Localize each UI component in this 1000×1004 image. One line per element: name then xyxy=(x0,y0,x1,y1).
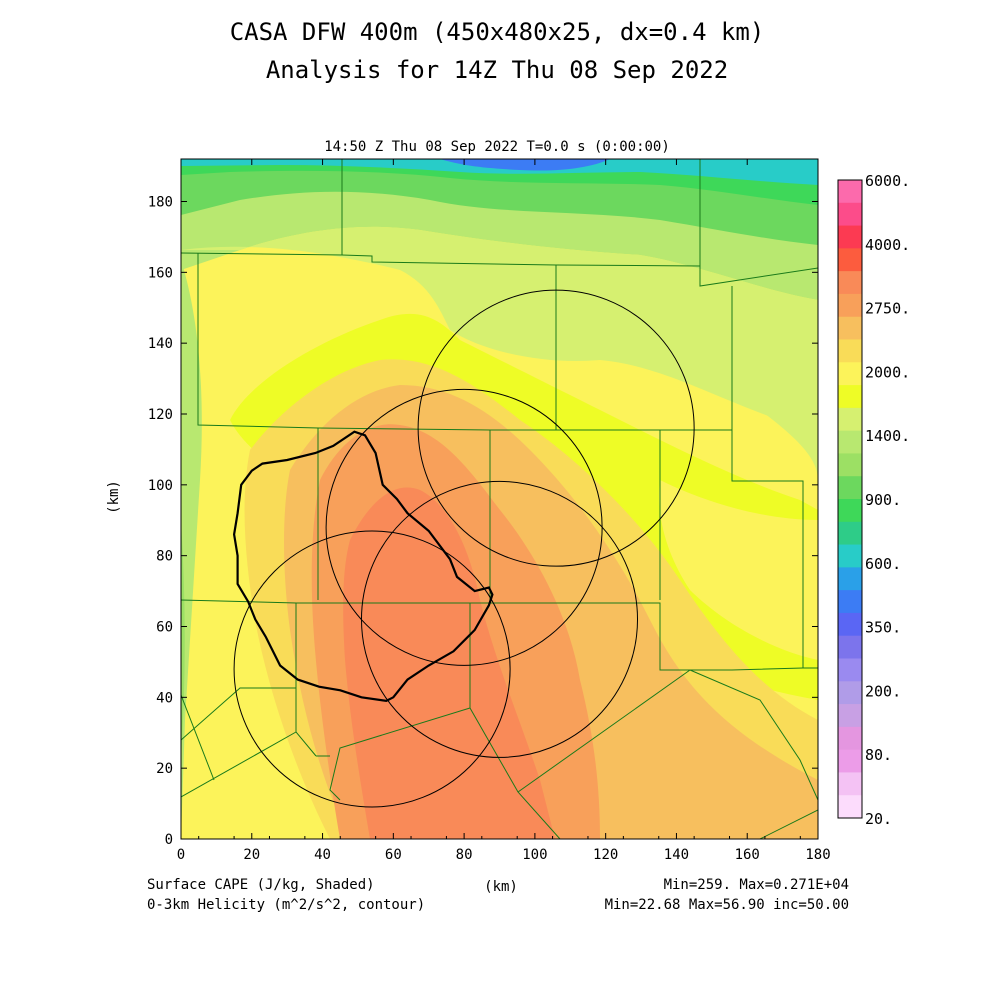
colorbar-label: 1400. xyxy=(865,427,910,445)
x-tick-label: 140 xyxy=(664,847,689,863)
radar-ring xyxy=(360,480,639,758)
y-tick-label: 100 xyxy=(148,478,173,494)
colorbar-swatch xyxy=(838,430,862,454)
colorbar-swatch xyxy=(838,476,862,500)
figure-title: CASA DFW 400m (450x480x25, dx=0.4 km) xyxy=(230,18,765,46)
colorbar-swatch xyxy=(838,180,862,204)
contour-field-label: 0-3km Helicity (m^2/s^2, contour) xyxy=(147,897,425,913)
x-tick-label: 120 xyxy=(593,847,618,863)
contour-min-max: Min=22.68 Max=56.90 inc=50.00 xyxy=(605,897,849,913)
colorbar-label: 20. xyxy=(865,810,892,828)
x-axis: 0 20 40 60 80 100 120 140 160 180 xyxy=(177,159,831,863)
figure-subtitle: Analysis for 14Z Thu 08 Sep 2022 xyxy=(266,56,728,84)
colorbar-swatch xyxy=(838,202,862,226)
colorbar-label: 80. xyxy=(865,746,892,764)
y-tick-label: 120 xyxy=(148,407,173,423)
valid-time-label: 14:50 Z Thu 08 Sep 2022 T=0.0 s (0:00:00… xyxy=(324,139,670,155)
y-axis-label: (km) xyxy=(106,480,122,514)
y-tick-label: 140 xyxy=(148,336,173,352)
colorbar-swatch xyxy=(838,704,862,728)
y-tick-label: 0 xyxy=(165,832,173,848)
colorbar-swatch xyxy=(838,749,862,773)
colorbar-swatch xyxy=(838,499,862,523)
colorbar-label: 600. xyxy=(865,555,901,573)
x-tick-label: 20 xyxy=(243,847,260,863)
colorbar-label: 2000. xyxy=(865,363,910,381)
colorbar-swatch xyxy=(838,385,862,409)
radar-coverage-rings xyxy=(233,289,695,808)
x-tick-label: 40 xyxy=(314,847,331,863)
colorbar-label: 6000. xyxy=(865,172,910,190)
colorbar: 6000. 4000. 2750. 2000. 1400. 900. 600. 350. 200… xyxy=(837,172,910,828)
colorbar-swatch xyxy=(838,248,862,272)
colorbar-label: 2750. xyxy=(865,300,910,318)
colorbar-swatch xyxy=(838,658,862,682)
colorbar-swatch xyxy=(838,726,862,751)
x-axis-label: (km) xyxy=(484,879,518,895)
shaded-min-max: Min=259. Max=0.271E+04 xyxy=(664,877,849,893)
colorbar-swatch xyxy=(838,293,862,318)
radar-ring xyxy=(417,289,695,567)
colorbar-swatch xyxy=(838,635,862,659)
colorbar-swatch xyxy=(838,567,862,591)
y-tick-label: 60 xyxy=(156,620,173,636)
colorbar-swatch xyxy=(838,590,862,614)
x-tick-label: 80 xyxy=(456,847,473,863)
y-axis: 0 20 40 60 80 100 120 140 160 180 xyxy=(148,195,818,848)
x-tick-label: 180 xyxy=(805,847,830,863)
colorbar-swatch xyxy=(838,271,862,295)
colorbar-swatch xyxy=(838,407,862,432)
colorbar-swatch xyxy=(838,339,862,363)
y-tick-label: 80 xyxy=(156,549,173,565)
colorbar-swatch xyxy=(838,362,862,386)
colorbar-swatch xyxy=(838,795,862,819)
colorbar-swatch xyxy=(838,225,862,249)
plot-frame xyxy=(180,158,819,840)
cape-shading xyxy=(181,159,818,839)
y-tick-label: 160 xyxy=(148,265,173,281)
county-boundaries xyxy=(181,159,818,839)
y-tick-label: 180 xyxy=(148,195,173,211)
shaded-field-label: Surface CAPE (J/kg, Shaded) xyxy=(147,877,375,893)
y-tick-label: 40 xyxy=(156,690,173,706)
colorbar-label: 200. xyxy=(865,682,901,700)
colorbar-swatch xyxy=(838,521,862,545)
colorbar-swatch xyxy=(838,681,862,705)
x-tick-label: 160 xyxy=(735,847,760,863)
plot-area xyxy=(181,159,818,839)
y-tick-label: 20 xyxy=(156,761,173,777)
radar-ring xyxy=(233,530,511,808)
colorbar-swatch xyxy=(838,453,862,477)
colorbar-label: 900. xyxy=(865,491,901,509)
x-tick-label: 60 xyxy=(385,847,402,863)
colorbar-swatch xyxy=(838,612,862,637)
colorbar-label: 350. xyxy=(865,619,901,637)
x-tick-label: 0 xyxy=(177,847,185,863)
x-tick-label: 100 xyxy=(522,847,547,863)
colorbar-swatch xyxy=(838,772,862,796)
colorbar-swatch xyxy=(838,544,862,568)
colorbar-label: 4000. xyxy=(865,236,910,254)
colorbar-swatch xyxy=(838,316,862,340)
helicity-contour xyxy=(232,430,494,703)
colorbar-frame xyxy=(837,179,863,819)
